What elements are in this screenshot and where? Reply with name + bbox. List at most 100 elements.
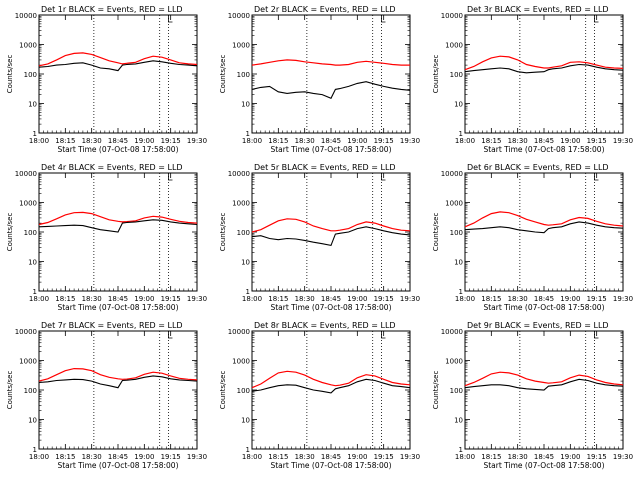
x-tick-label: 18:45 [108,137,128,145]
panel-title: Det 3r BLACK = Events, RED = LLD [467,5,609,14]
panel-5: Det 5r BLACK = Events, RED = LLD 1 10 100 10… [219,163,420,312]
x-tick-label: 18:30 [82,453,102,461]
x-tick-label: 19:15 [161,453,181,461]
x-tick-label: 19:30 [187,295,207,303]
y-tick-label: 100 [24,71,37,79]
x-axis-label: Start Time (07-Oct-08 17:58:00) [483,303,604,312]
x-tick-label: 18:30 [82,137,102,145]
x-tick-label: 18:15 [268,453,288,461]
y-tick-label: 1000 [19,200,37,208]
y-tick-label: 1000 [19,358,37,366]
y-tick-label: 1000 [232,358,250,366]
x-tick-label: 18:00 [455,137,475,145]
x-tick-label: 19:00 [560,295,580,303]
x-tick-label: 18:30 [295,137,315,145]
x-axis-label: Start Time (07-Oct-08 17:58:00) [270,461,391,470]
x-tick-label: 19:30 [187,453,207,461]
x-tick-label: 18:00 [29,137,49,145]
x-tick-label: 18:45 [534,295,554,303]
y-axis-label: Counts/sec [432,55,440,94]
y-tick-label: 1 [33,130,37,138]
y-tick-label: 10000 [228,328,250,336]
y-axis-label: Counts/sec [432,213,440,252]
plot-frame [251,172,411,292]
lld-series-line [38,52,198,67]
x-axis-label: Start Time (07-Oct-08 17:58:00) [57,461,178,470]
x-tick-label: 19:00 [134,295,154,303]
panel-1: Det 1r BLACK = Events, RED = LLD 1 10 100 10… [6,5,207,154]
panel-3: Det 3r BLACK = Events, RED = LLD 1 10 100 10… [432,5,633,154]
y-tick-label: 10 [454,259,463,267]
x-tick-label: 19:15 [374,453,394,461]
x-tick-label: 19:30 [400,295,420,303]
y-tick-label: 10000 [15,170,37,178]
x-tick-label: 19:00 [347,453,367,461]
x-tick-label: 18:15 [55,137,75,145]
panel-title: Det 7r BLACK = Events, RED = LLD [41,321,183,330]
y-tick-label: 1 [33,288,37,296]
y-tick-label: 10000 [441,170,463,178]
y-tick-label: 1 [246,130,250,138]
y-tick-label: 10000 [15,12,37,20]
x-tick-label: 19:00 [560,137,580,145]
x-tick-label: 19:30 [400,453,420,461]
x-axis-label: Start Time (07-Oct-08 17:58:00) [57,303,178,312]
x-tick-label: 18:30 [295,295,315,303]
y-tick-label: 10000 [228,170,250,178]
panel-6: Det 6r BLACK = Events, RED = LLD 1 10 100 10… [432,163,633,312]
x-tick-label: 18:15 [268,137,288,145]
x-axis-label: Start Time (07-Oct-08 17:58:00) [270,145,391,154]
x-tick-label: 19:00 [134,137,154,145]
events-series-line [464,63,624,74]
y-tick-label: 100 [450,387,463,395]
y-tick-label: 10 [241,101,250,109]
y-tick-label: 1 [246,446,250,454]
y-tick-label: 1 [33,446,37,454]
plot-frame [464,14,624,134]
x-tick-label: 19:00 [134,453,154,461]
panel-title: Det 5r BLACK = Events, RED = LLD [254,163,396,172]
panel-title: Det 4r BLACK = Events, RED = LLD [41,163,183,172]
events-series-line [464,378,624,391]
plot-frame [251,330,411,450]
x-tick-label: 18:15 [55,453,75,461]
x-tick-label: 18:30 [295,453,315,461]
x-tick-label: 18:45 [534,137,554,145]
y-tick-label: 10 [454,417,463,425]
y-tick-label: 100 [237,229,250,237]
y-tick-label: 10 [241,259,250,267]
y-axis-label: Counts/sec [6,213,14,252]
x-tick-label: 19:00 [347,295,367,303]
events-series-line [251,378,411,394]
y-tick-label: 10 [28,101,37,109]
panel-title: Det 2r BLACK = Events, RED = LLD [254,5,396,14]
y-tick-label: 10 [454,101,463,109]
x-tick-label: 19:15 [587,137,607,145]
x-tick-label: 19:30 [613,137,633,145]
y-axis-label: Counts/sec [432,371,440,410]
y-tick-label: 10000 [441,12,463,20]
y-tick-label: 10000 [441,328,463,336]
x-tick-label: 18:00 [455,295,475,303]
x-axis-label: Start Time (07-Oct-08 17:58:00) [57,145,178,154]
x-tick-label: 18:30 [508,453,528,461]
x-axis-label: Start Time (07-Oct-08 17:58:00) [483,461,604,470]
y-tick-label: 1000 [232,200,250,208]
y-tick-label: 1 [246,288,250,296]
events-series-line [251,81,411,100]
x-axis-label: Start Time (07-Oct-08 17:58:00) [270,303,391,312]
events-series-line [38,375,198,389]
y-tick-label: 10000 [228,12,250,20]
y-tick-label: 10000 [15,328,37,336]
x-tick-label: 18:45 [321,453,341,461]
x-tick-label: 19:15 [587,295,607,303]
y-tick-label: 100 [237,71,250,79]
panel-9: Det 9r BLACK = Events, RED = LLD 1 10 100 10… [432,321,633,470]
plot-frame [38,14,198,134]
x-tick-label: 18:45 [321,295,341,303]
x-tick-label: 18:15 [55,295,75,303]
x-tick-label: 19:15 [161,137,181,145]
x-tick-label: 19:00 [347,137,367,145]
y-tick-label: 100 [450,229,463,237]
y-tick-label: 100 [450,71,463,79]
